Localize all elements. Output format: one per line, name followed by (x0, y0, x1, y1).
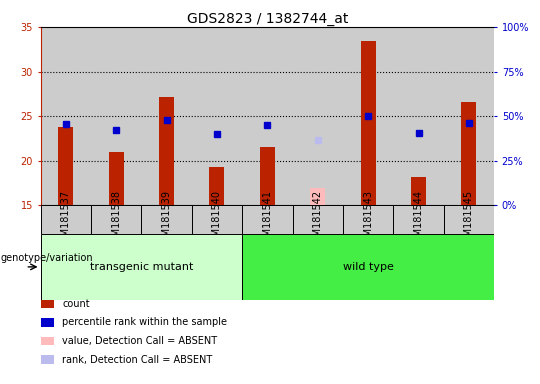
Bar (109, 152, 124, 205)
Bar (40, 355, 54, 364)
Text: GSM181542: GSM181542 (313, 190, 323, 249)
Bar (393, 27, 444, 205)
Text: percentile rank within the sample: percentile rank within the sample (62, 317, 227, 327)
Text: GSM181537: GSM181537 (60, 190, 71, 249)
Bar (58, 127, 73, 205)
Text: GSM181540: GSM181540 (212, 190, 222, 249)
Bar (242, 27, 293, 205)
Bar (343, 205, 393, 234)
Bar (310, 189, 325, 205)
Bar (444, 205, 494, 234)
Bar (242, 205, 293, 234)
Bar (293, 205, 343, 234)
Text: GSM181544: GSM181544 (414, 190, 423, 249)
Bar (461, 102, 476, 205)
Title: GDS2823 / 1382744_at: GDS2823 / 1382744_at (187, 12, 348, 26)
Text: GSM181545: GSM181545 (464, 190, 474, 249)
Bar (210, 167, 225, 205)
Text: GSM181543: GSM181543 (363, 190, 373, 249)
Bar (141, 27, 192, 205)
Text: GSM181541: GSM181541 (262, 190, 272, 249)
Bar (192, 27, 242, 205)
Text: rank, Detection Call = ABSENT: rank, Detection Call = ABSENT (62, 354, 212, 364)
Bar (242, 234, 494, 300)
Text: GSM181539: GSM181539 (161, 190, 172, 249)
Bar (40, 27, 91, 205)
Bar (293, 27, 343, 205)
Bar (393, 205, 444, 234)
Bar (40, 300, 54, 308)
Text: GSM181538: GSM181538 (111, 190, 121, 249)
Bar (91, 27, 141, 205)
Bar (260, 147, 275, 205)
Bar (91, 205, 141, 234)
Bar (40, 205, 91, 234)
Bar (411, 177, 426, 205)
Bar (159, 96, 174, 205)
Bar (361, 41, 376, 205)
Bar (40, 318, 54, 326)
Text: wild type: wild type (343, 262, 394, 272)
Text: count: count (62, 299, 90, 309)
Bar (141, 205, 192, 234)
Text: transgenic mutant: transgenic mutant (90, 262, 193, 272)
Bar (444, 27, 494, 205)
Text: value, Detection Call = ABSENT: value, Detection Call = ABSENT (62, 336, 217, 346)
Text: genotype/variation: genotype/variation (1, 253, 93, 263)
Bar (192, 205, 242, 234)
Bar (40, 337, 54, 345)
Bar (343, 27, 393, 205)
Bar (40, 234, 242, 300)
